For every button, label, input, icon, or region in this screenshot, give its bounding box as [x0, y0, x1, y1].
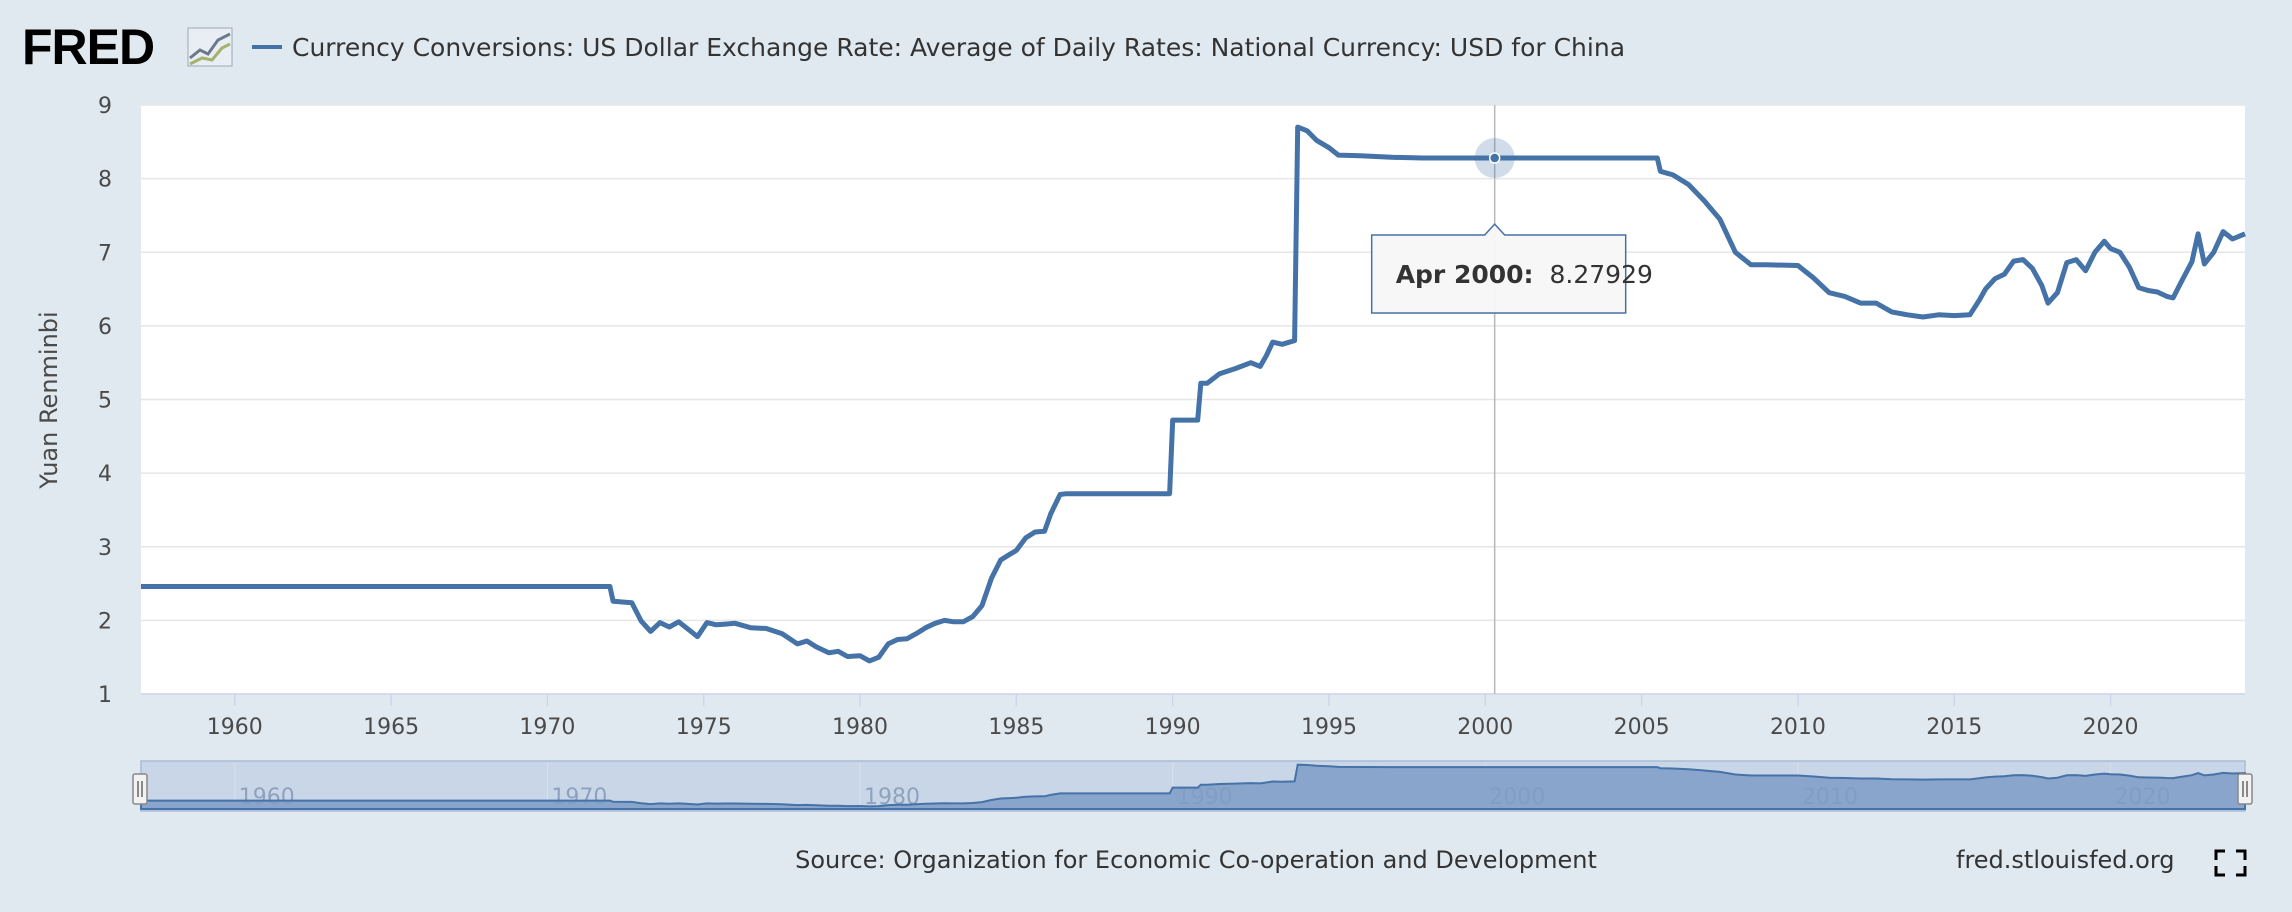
y-tick-label: 4: [98, 462, 112, 487]
fred-chart-icon: [187, 27, 233, 67]
x-tick-label: 2005: [1614, 715, 1670, 740]
tooltip: Apr 2000: 8.27929: [1370, 222, 1653, 314]
x-tick-label: 2010: [1770, 715, 1826, 740]
series-title[interactable]: Currency Conversions: US Dollar Exchange…: [292, 33, 1625, 62]
hover-marker[interactable]: [1488, 152, 1501, 164]
x-tick-label: 2000: [1457, 715, 1513, 740]
tooltip-text: Apr 2000: 8.27929: [1396, 260, 1653, 289]
fullscreen-icon[interactable]: [2214, 849, 2247, 877]
navigator-series: [140, 763, 2246, 810]
y-tick-label: 9: [98, 94, 112, 119]
x-tick-label: 1980: [832, 715, 888, 740]
x-tick-label: 1990: [1145, 715, 1201, 740]
y-tick-label: 7: [98, 241, 112, 266]
grid-lines: [141, 104, 2245, 695]
y-axis: 1 2 3 4 5 6 7 8 9: [98, 94, 112, 708]
tooltip-value: 8.27929: [1550, 260, 1653, 289]
navigator-handle-left[interactable]: [132, 773, 148, 805]
x-tick-label: 1970: [519, 715, 575, 740]
x-tick-label: 1975: [676, 715, 732, 740]
navigator-handle-right[interactable]: [2237, 773, 2253, 805]
x-tick-label: 1995: [1301, 715, 1357, 740]
header: FRED Currency Conversions: US Dollar Exc…: [22, 19, 1625, 75]
y-tick-label: 5: [98, 389, 112, 414]
tooltip-date: Apr 2000:: [1396, 260, 1534, 289]
navigator[interactable]: 1960197019801990200020102020: [132, 760, 2253, 812]
x-tick-label: 2015: [1926, 715, 1982, 740]
fred-logo[interactable]: FRED: [22, 19, 155, 75]
x-axis: 1960 1965 1970 1975 1980 1985 1990 1995 2000 2005…: [207, 694, 2139, 740]
x-tick-label: 2020: [2083, 715, 2139, 740]
source-text: Source: Organization for Economic Co-ope…: [795, 846, 1597, 874]
x-tick-label: 1960: [207, 715, 263, 740]
site-link[interactable]: fred.stlouisfed.org: [1956, 846, 2175, 874]
x-tick-label: 1985: [988, 715, 1044, 740]
y-tick-label: 1: [98, 683, 112, 708]
y-tick-label: 2: [98, 609, 112, 634]
y-axis-title: Yuan Renminbi: [35, 311, 63, 489]
tooltip-box: [1370, 222, 1627, 314]
y-tick-label: 8: [98, 168, 112, 193]
y-tick-label: 6: [98, 315, 112, 340]
y-tick-label: 3: [98, 536, 112, 561]
x-tick-label: 1965: [363, 715, 419, 740]
series-line[interactable]: [141, 124, 2246, 664]
